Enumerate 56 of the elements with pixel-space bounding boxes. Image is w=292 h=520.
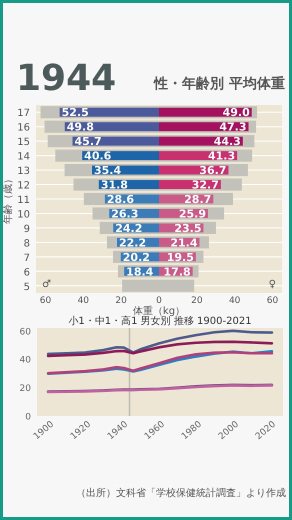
y-tick-label: 15 — [17, 137, 30, 148]
y-tick-label: 12 — [17, 180, 30, 192]
data-label: 20.2 — [122, 250, 150, 264]
chart-title: 小1・中1・高1 男女別 推移 1900-2021 — [68, 315, 252, 327]
data-label: 52.5 — [62, 106, 89, 120]
data-label: 25.9 — [178, 207, 206, 220]
data-label: 28.6 — [106, 193, 134, 206]
data-label: 17.8 — [164, 265, 191, 278]
y-tick-label: 10 — [17, 209, 30, 220]
y-tick-label: 14 — [17, 152, 30, 163]
text: （出所）文科省「学校保健統計調査」より作成 — [76, 487, 286, 499]
data-label: 21.4 — [170, 236, 198, 250]
annotation: ♂ — [42, 279, 51, 290]
data-label: 26.3 — [111, 207, 138, 220]
annotation: ♀ — [268, 279, 276, 290]
x-tick-label: 0 — [156, 296, 162, 306]
chart-subtitle: 性・年齢別 平均体重 — [153, 76, 285, 92]
y-tick-label: 40 — [20, 356, 32, 366]
data-label: 28.7 — [184, 193, 212, 206]
data-label: 41.3 — [208, 150, 236, 163]
x-tick-label: 20 — [191, 296, 203, 306]
x-tick-label: 60 — [266, 296, 279, 306]
y-tick-label: 17 — [17, 108, 30, 120]
data-label: 49.0 — [222, 106, 250, 120]
data-label: 40.6 — [84, 150, 112, 163]
data-label: 23.5 — [174, 222, 202, 235]
x-axis-title: 体重（kg） — [132, 305, 186, 317]
x-tick-label: 20 — [115, 296, 128, 306]
data-label: 24.2 — [115, 222, 142, 235]
data-label: 44.3 — [214, 135, 241, 148]
chart-title: 1944 — [16, 58, 116, 99]
y-tick-label: 5 — [24, 282, 30, 293]
data-label: 22.2 — [118, 236, 146, 250]
y-tick-label: 11 — [17, 195, 30, 206]
y-tick-label: 60 — [20, 327, 32, 338]
x-tick-label: 40 — [228, 296, 241, 306]
data-label: 47.3 — [219, 120, 247, 134]
data-label: 19.5 — [166, 250, 194, 264]
x-tick-label: 60 — [40, 296, 52, 306]
y-tick-label: 7 — [24, 252, 30, 264]
data-label: 45.7 — [74, 135, 102, 148]
y-tick-label: 13 — [17, 166, 30, 178]
y-tick-label: 8 — [24, 238, 30, 250]
y-tick-label: 9 — [24, 224, 30, 235]
data-label: 31.8 — [100, 178, 128, 192]
x-tick-label: 40 — [78, 296, 90, 306]
y-tick-label: 20 — [20, 384, 32, 394]
y-tick-label: 6 — [24, 267, 30, 278]
data-label: 36.7 — [199, 164, 226, 178]
y-tick-label: 16 — [17, 122, 30, 134]
data-label: 18.4 — [126, 265, 154, 278]
data-label: 32.7 — [192, 178, 219, 192]
y-tick-label: 0 — [25, 412, 32, 422]
y-axis-title: 年齢（歳） — [2, 174, 14, 224]
data-label: 49.8 — [66, 120, 94, 134]
data-label: 35.4 — [94, 164, 122, 178]
